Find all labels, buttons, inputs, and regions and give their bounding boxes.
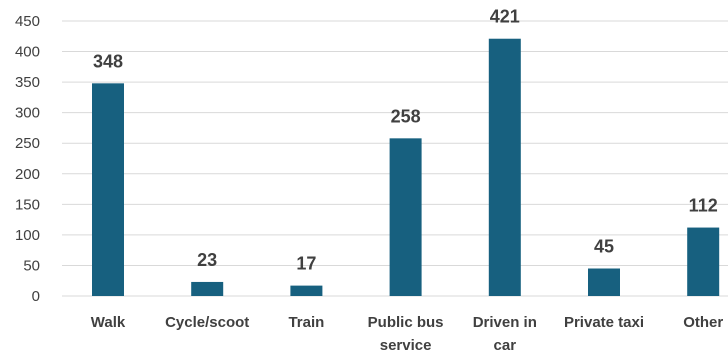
x-axis-category-labels: Walk Cycle/scoot Train Public bus service Dri…	[91, 314, 724, 351]
bar	[488, 38, 521, 296]
category-label: Public bus	[368, 314, 444, 331]
category-label: service	[380, 337, 432, 351]
y-tick-label: 450	[15, 13, 40, 30]
data-label: 45	[594, 237, 614, 257]
y-tick-label: 250	[15, 135, 40, 152]
bar	[389, 138, 422, 296]
y-tick-label: 50	[23, 257, 40, 274]
y-tick-label: 100	[15, 227, 40, 244]
category-label: Train	[288, 314, 324, 331]
data-label: 258	[391, 106, 421, 126]
category-label: car	[494, 337, 517, 351]
data-label: 112	[689, 196, 718, 216]
y-tick-label: 400	[15, 44, 40, 61]
bar	[588, 268, 620, 296]
y-tick-label: 0	[32, 288, 40, 305]
category-label: Walk	[91, 314, 126, 331]
category-label: Driven in	[473, 314, 537, 331]
category-label: Private taxi	[564, 314, 644, 331]
category-label: Other	[683, 314, 723, 331]
y-tick-label: 350	[15, 74, 40, 91]
y-axis-tick-labels: 0 50 100 150 200 250 300 350 400 450	[15, 13, 40, 305]
y-tick-label: 300	[15, 105, 40, 122]
bar	[290, 285, 323, 296]
bar	[92, 83, 124, 296]
bar	[687, 227, 720, 296]
data-label: 17	[296, 254, 316, 274]
bar	[191, 281, 224, 296]
y-tick-label: 200	[15, 166, 40, 183]
chart-data-labels: 348 23 17 258 421 45 112	[93, 7, 718, 274]
data-label: 348	[93, 51, 123, 71]
chart-bars	[92, 38, 720, 296]
category-label: Cycle/scoot	[165, 314, 249, 331]
data-label: 421	[490, 7, 520, 27]
data-label: 23	[197, 250, 217, 270]
y-tick-label: 150	[15, 196, 40, 213]
